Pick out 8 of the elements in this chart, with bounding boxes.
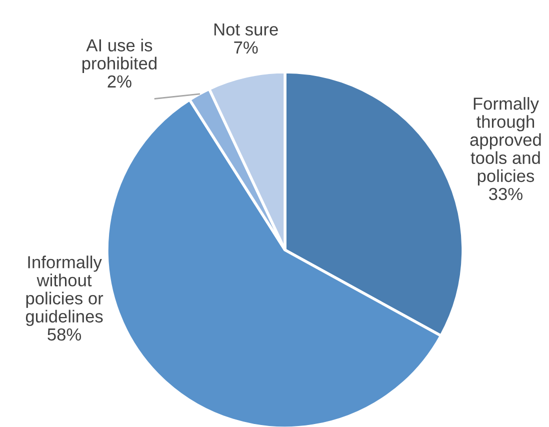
slice-label: Formally through approved tools and policies bbox=[470, 97, 541, 186]
data-label: 33% bbox=[489, 188, 522, 200]
data-label: 2% bbox=[108, 75, 132, 88]
data-label: 7% bbox=[234, 41, 258, 54]
slice-label: AI use is prohibited bbox=[82, 38, 156, 73]
slice-label: Not sure bbox=[214, 23, 278, 36]
slice-label: Informally without policies or guidelines bbox=[26, 256, 104, 326]
data-label: 58% bbox=[48, 328, 82, 341]
